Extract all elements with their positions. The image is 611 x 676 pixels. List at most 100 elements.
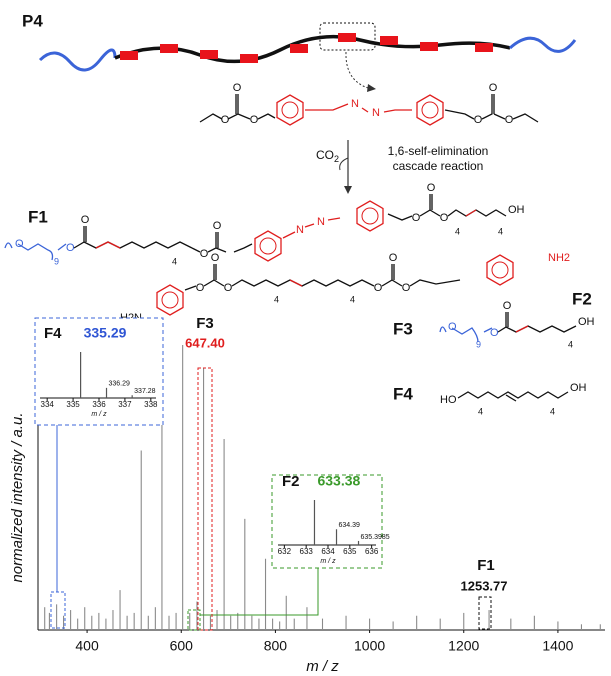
atom: O xyxy=(503,300,512,312)
connector xyxy=(200,568,319,616)
fragment-label: F4 xyxy=(393,384,413,403)
alkene xyxy=(289,279,303,287)
inset-box xyxy=(271,474,383,569)
benzene-ring xyxy=(156,284,184,316)
peak-box xyxy=(478,596,492,630)
atom: O xyxy=(402,282,411,294)
alkene xyxy=(515,325,529,333)
peak-label: 635.3985 xyxy=(361,534,390,541)
alkene xyxy=(95,241,121,249)
bond xyxy=(73,226,193,249)
benzene-ring xyxy=(356,200,384,232)
atom: O xyxy=(474,114,483,126)
atom: O xyxy=(440,212,449,224)
atom: O xyxy=(448,321,457,333)
x-tick-label: 600 xyxy=(170,638,194,654)
atom: OH xyxy=(570,382,587,394)
zoom-arrow xyxy=(345,51,369,89)
fragment-label: F2 xyxy=(572,289,592,308)
peak-box xyxy=(197,367,213,631)
x-tick-label: 636 xyxy=(365,547,379,556)
peak-label: 336.29 xyxy=(109,381,131,388)
x-tick-label: 635 xyxy=(343,547,357,556)
atom: O xyxy=(233,82,242,94)
x-tick-label: 632 xyxy=(278,547,292,556)
x-tick-label: 334 xyxy=(41,400,55,409)
x-axis-label: m / z xyxy=(320,558,336,565)
peg-chain xyxy=(4,242,67,261)
atom: O xyxy=(389,252,398,264)
subscript: 4 xyxy=(172,256,177,266)
atom: O xyxy=(66,242,75,254)
annotation-value: 1253.77 xyxy=(461,578,508,593)
atom: O xyxy=(412,212,421,224)
x-tick-label: 800 xyxy=(264,638,288,654)
atom: O xyxy=(211,252,220,264)
subscript: 4 xyxy=(274,294,279,304)
x-tick-label: 336 xyxy=(92,400,106,409)
atom: O xyxy=(224,282,233,294)
bond xyxy=(497,312,577,333)
x-tick-label: 634 xyxy=(321,547,335,556)
inset-title: F4 xyxy=(44,325,62,342)
bond xyxy=(387,194,507,221)
y-axis-label: normalized intensity / a.u. xyxy=(9,412,26,582)
peak-label: 337.28 xyxy=(134,388,156,395)
polymer-backbone xyxy=(114,34,511,64)
x-axis-label: m / z xyxy=(91,411,107,418)
atom: O xyxy=(15,238,24,250)
peak-label: 633.38 xyxy=(317,473,360,489)
atom: O xyxy=(200,248,209,260)
fragment-label: F3 xyxy=(393,319,413,338)
peak-label: 335.29 xyxy=(84,325,127,341)
subscript: 9 xyxy=(54,256,59,266)
atom: O xyxy=(196,282,205,294)
atom: HO xyxy=(440,394,457,406)
x-axis-label: m / z xyxy=(306,658,339,675)
reagent: CO2 xyxy=(316,148,339,164)
arrow-head xyxy=(367,84,376,92)
atom: O xyxy=(374,282,383,294)
x-tick-label: 337 xyxy=(118,400,132,409)
subscript: 4 xyxy=(455,226,460,236)
benzene-ring xyxy=(276,94,304,126)
annotation-label: F3 xyxy=(196,315,214,332)
x-tick-label: 335 xyxy=(66,400,80,409)
condition: cascade reaction xyxy=(393,159,484,173)
atom: O xyxy=(250,114,259,126)
x-tick-label: 1400 xyxy=(542,638,573,654)
bond xyxy=(457,391,569,399)
atom: OH xyxy=(508,204,525,216)
inset-box xyxy=(34,317,164,426)
zoom-box xyxy=(319,22,376,51)
atom: O xyxy=(213,220,222,232)
atom: O xyxy=(490,327,499,339)
annotation-value: 647.40 xyxy=(185,335,225,350)
aromatic-circle xyxy=(161,291,179,309)
benzene-ring xyxy=(254,230,282,262)
atom: O xyxy=(505,114,514,126)
x-tick-label: 1000 xyxy=(354,638,385,654)
arrow-head xyxy=(344,186,352,194)
bond xyxy=(199,94,276,123)
subscript: 4 xyxy=(478,406,483,416)
atom: N xyxy=(296,224,304,236)
polymer-label: P4 xyxy=(22,11,43,30)
inset-title: F2 xyxy=(282,473,300,490)
atom: N xyxy=(372,107,380,119)
reagent-text: CO xyxy=(316,148,334,162)
atom: O xyxy=(489,82,498,94)
polymer-end xyxy=(38,48,117,72)
condition: 1,6-self-elimination xyxy=(388,144,489,158)
azo-bond xyxy=(305,103,412,113)
aromatic-circle xyxy=(491,261,509,279)
alkene xyxy=(465,209,477,217)
fragment-label: F1 xyxy=(28,207,48,226)
x-tick-label: 338 xyxy=(144,400,158,409)
azo-units xyxy=(120,33,493,63)
peg-chain xyxy=(439,326,493,343)
atom: OH xyxy=(578,316,595,328)
bond xyxy=(191,232,253,253)
